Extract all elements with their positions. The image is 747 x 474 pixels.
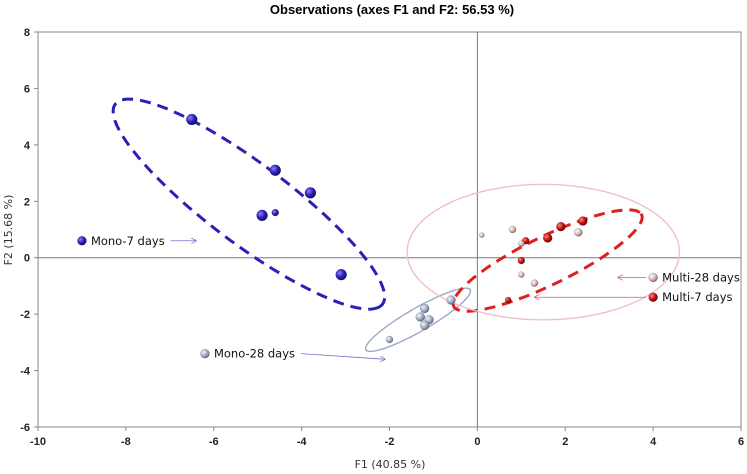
y-tick-label: 2: [24, 196, 30, 208]
legend-marker-mono-7-days: [77, 236, 87, 246]
point-multi-28-days: [479, 232, 485, 238]
x-tick-label: -4: [297, 436, 308, 448]
x-tick-label: -2: [385, 436, 395, 448]
y-axis-label: F2 (15.68 %): [2, 195, 15, 266]
x-tick-label: 4: [650, 436, 657, 448]
legend-marker-multi-28-days: [648, 272, 658, 283]
legend-marker-multi-7-days: [648, 292, 658, 302]
ellipse-multi-7-days: [451, 208, 644, 313]
y-tick-label: 6: [24, 83, 30, 95]
y-tick-label: -6: [20, 422, 30, 434]
point-mono-28-days: [446, 295, 456, 305]
point-multi-28-days: [508, 225, 517, 234]
y-tick-label: 8: [24, 27, 30, 39]
point-mono-28-days: [415, 312, 426, 322]
point-mono-28-days: [419, 320, 430, 331]
x-tick-label: 2: [562, 436, 568, 448]
point-multi-28-days: [574, 228, 583, 237]
point-mono-7-days: [271, 208, 280, 217]
legend-arrow-mono-28-days: [301, 353, 385, 360]
point-multi-7-days: [542, 233, 553, 243]
x-tick-label: -10: [30, 436, 46, 448]
y-tick-label: 0: [24, 253, 30, 265]
x-tick-label: -6: [209, 436, 219, 448]
chart-title: Observations (axes F1 and F2: 56.53 %): [270, 2, 514, 17]
point-mono-7-days: [256, 209, 268, 222]
x-tick-label: 0: [474, 436, 480, 448]
ellipse-multi-28-days: [406, 183, 681, 321]
point-multi-7-days: [517, 256, 526, 265]
y-tick-label: -2: [20, 309, 30, 321]
point-multi-7-days: [578, 216, 588, 226]
y-tick-label: 4: [24, 140, 31, 152]
point-mono-7-days: [304, 187, 317, 199]
point-multi-7-days: [556, 221, 566, 232]
point-multi-28-days: [530, 279, 539, 287]
point-mono-7-days: [269, 164, 282, 176]
x-axis-label: F1 (40.85 %): [355, 458, 426, 471]
point-multi-7-days: [504, 296, 512, 304]
legend-label-multi-28-days: Multi-28 days: [662, 270, 740, 284]
point-mono-28-days: [419, 303, 430, 314]
x-tick-label: 6: [738, 436, 744, 448]
point-mono-28-days: [385, 335, 394, 344]
ellipse-mono-28-days: [364, 287, 472, 353]
legend-label-mono-28-days: Mono-28 days: [214, 347, 295, 361]
x-tick-label: -8: [121, 436, 131, 448]
point-multi-28-days: [518, 240, 525, 247]
legend-label-multi-7-days: Multi-7 days: [662, 290, 732, 304]
y-tick-label: -4: [20, 366, 31, 378]
point-mono-7-days: [186, 113, 198, 126]
point-multi-28-days: [518, 271, 525, 278]
point-mono-7-days: [335, 268, 347, 281]
legend-label-mono-7-days: Mono-7 days: [91, 234, 165, 248]
legend-marker-mono-28-days: [200, 348, 210, 359]
